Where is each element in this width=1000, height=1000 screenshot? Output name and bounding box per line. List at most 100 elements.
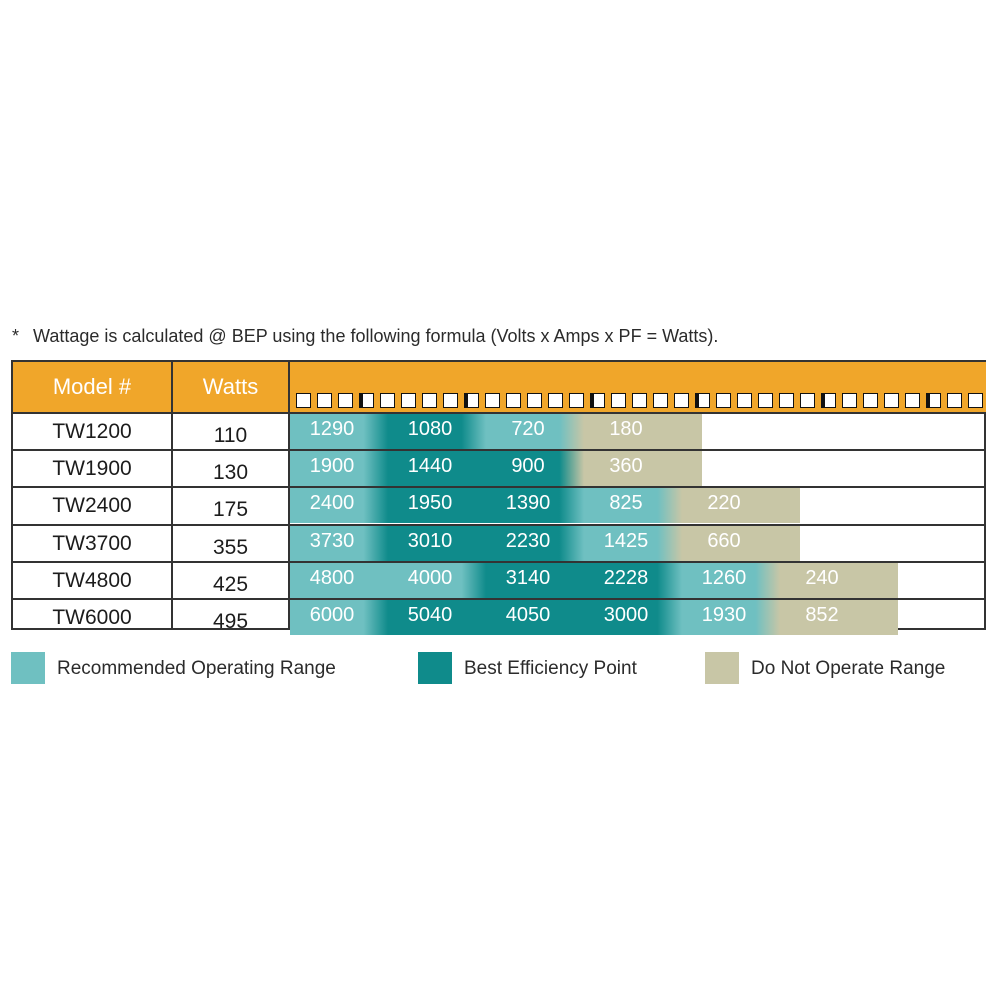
range-segment-recommended <box>486 414 584 449</box>
scale-tick <box>926 393 941 408</box>
range-segment-recommended <box>682 562 780 598</box>
scale-tick <box>737 393 752 408</box>
flow-value-label: 825 <box>609 492 643 515</box>
scale-tick <box>506 393 521 408</box>
row-divider <box>13 449 984 452</box>
flow-value-label: 3010 <box>407 529 453 552</box>
range-segment-do-not-operate <box>682 525 800 561</box>
header-model-label: Model # <box>52 374 132 399</box>
flow-value-label: 6000 <box>309 604 355 626</box>
range-bar: 1290 1080 720 180 <box>290 414 702 449</box>
scale-tick <box>380 393 395 408</box>
row-watts: 175 <box>212 498 249 522</box>
flow-value-label: 3140 <box>505 566 551 589</box>
range-segment-recommended <box>290 525 388 561</box>
footnote-star: * <box>12 326 20 346</box>
range-segment-bep <box>486 525 584 561</box>
range-segment-bep <box>584 600 682 635</box>
flow-value-label: 180 <box>609 418 643 440</box>
row-watts: 110 <box>213 424 248 447</box>
row-divider <box>13 560 984 563</box>
legend-do-not-operate-swatch <box>705 652 739 684</box>
range-segment-bep <box>486 488 584 524</box>
range-segment-bep <box>486 562 584 598</box>
scale-tick <box>464 393 479 408</box>
scale-tick <box>863 393 878 408</box>
flow-value-label: 2400 <box>309 492 355 515</box>
scale-tick <box>821 393 836 408</box>
range-segment-recommended <box>584 525 682 561</box>
range-segment-bep <box>388 451 486 487</box>
row-model: TW3700 <box>52 531 132 555</box>
row-model: TW1900 <box>52 457 132 481</box>
flow-value-label: 1260 <box>701 566 747 589</box>
scale-tick <box>905 393 920 408</box>
scale-tick <box>443 393 458 408</box>
legend-recommended-label: Recommended Operating Range <box>57 658 336 679</box>
flow-value-label: 360 <box>609 455 643 478</box>
scale-tick <box>947 393 962 408</box>
row-model: TW6000 <box>52 606 132 629</box>
legend-bep-label: Best Efficiency Point <box>464 658 637 679</box>
scale-tick <box>674 393 689 408</box>
footnote-text: Wattage is calculated @ BEP using the fo… <box>33 326 719 346</box>
scale-tick <box>842 393 857 408</box>
range-segment-recommended <box>290 488 388 524</box>
scale-tick <box>359 393 374 408</box>
range-segment-recommended <box>682 600 780 635</box>
range-segment-recommended <box>584 488 682 524</box>
range-bar: 4800 4000 3140 2228 1260 240 <box>290 562 898 598</box>
row-divider <box>13 412 984 414</box>
scale-tick <box>338 393 353 408</box>
flow-value-label: 2228 <box>603 566 649 589</box>
range-segment-recommended <box>388 562 486 598</box>
legend-do-not-operate: Do Not Operate Range <box>705 652 990 684</box>
scale-tick <box>485 393 500 408</box>
legend-recommended: Recommended Operating Range <box>11 652 391 684</box>
scale-tick <box>632 393 647 408</box>
column-divider <box>171 362 173 628</box>
legend-recommended-swatch <box>11 652 45 684</box>
legend-do-not-operate-label: Do Not Operate Range <box>751 658 946 679</box>
range-bar: 6000 5040 4050 3000 1930 852 <box>290 600 898 635</box>
range-segment-recommended <box>290 451 388 487</box>
column-divider <box>288 362 290 628</box>
flow-value-label: 1900 <box>309 455 355 478</box>
flow-value-label: 900 <box>511 455 545 478</box>
scale-tick <box>527 393 542 408</box>
range-bar: 2400 1950 1390 825 220 <box>290 488 800 524</box>
row-model: TW4800 <box>52 568 132 592</box>
flow-value-label: 5040 <box>407 604 453 626</box>
flow-value-label: 220 <box>707 492 741 515</box>
flow-value-label: 4050 <box>505 604 551 626</box>
range-segment-bep <box>486 451 584 487</box>
header-watts-label: Watts <box>202 374 259 399</box>
scale-tick <box>611 393 626 408</box>
range-segment-bep <box>388 414 486 449</box>
scale-tick <box>968 393 983 408</box>
range-segment-bep <box>388 488 486 524</box>
flow-value-label: 3730 <box>309 529 355 552</box>
range-segment-do-not-operate <box>780 562 898 598</box>
range-segment-recommended <box>290 600 388 635</box>
flow-value-label: 1950 <box>407 492 453 515</box>
scale-tick <box>317 393 332 408</box>
range-segment-do-not-operate <box>682 488 800 524</box>
legend-bep-swatch <box>418 652 452 684</box>
flow-value-label: 1930 <box>701 604 747 626</box>
row-watts: 425 <box>212 572 249 596</box>
flow-value-label: 1425 <box>603 529 649 552</box>
scale-tick <box>695 393 710 408</box>
footnote: * Wattage is calculated @ BEP using the f… <box>12 326 718 347</box>
scale-tick <box>653 393 668 408</box>
range-segment-do-not-operate <box>584 451 702 487</box>
performance-table: Model # Watts TW1200 110 1290 1080 720 180 TW1… <box>11 360 986 635</box>
row-divider <box>13 523 984 526</box>
scale-tick <box>296 393 311 408</box>
range-segment-recommended <box>290 414 388 449</box>
flow-value-label: 852 <box>805 604 839 626</box>
scale-tick <box>779 393 794 408</box>
flow-value-label: 4800 <box>309 566 355 589</box>
scale-tick <box>422 393 437 408</box>
flow-value-label: 1440 <box>407 455 453 478</box>
